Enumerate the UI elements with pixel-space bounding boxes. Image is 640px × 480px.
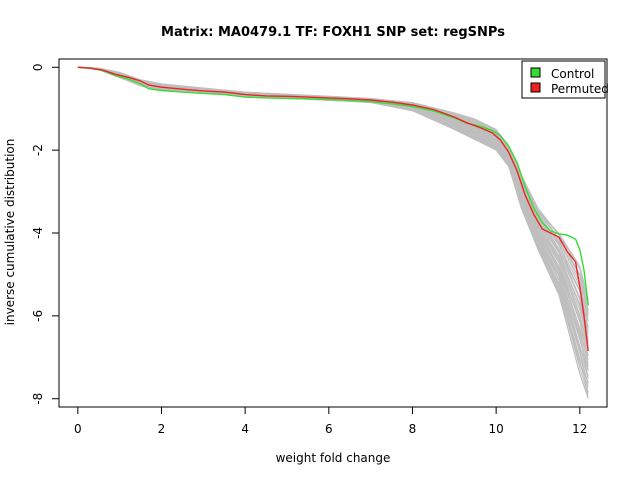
y-tick-label: -8 [31, 393, 45, 405]
legend-swatch-control [530, 67, 541, 78]
permuted-replicate-line [77, 66, 589, 305]
axes: 0 2 4 6 8 10 12 0 -2 -4 -6 -8 [31, 63, 587, 436]
permuted-replicate-line [77, 66, 589, 339]
permuted-replicate-line [77, 66, 589, 342]
permuted-replicate-line [77, 66, 589, 388]
x-tick-label: 4 [241, 422, 249, 436]
permuted-replicate-line [77, 66, 589, 357]
permuted-replicate-line [77, 66, 589, 399]
permuted-replicate-line [77, 66, 589, 385]
permuted-replicate-line [77, 66, 589, 343]
plot-frame [58, 58, 608, 408]
legend: Control Permuted [521, 60, 609, 99]
x-tick-label: 12 [572, 422, 587, 436]
permuted-replicate-line [77, 66, 589, 379]
series-line-permuted [77, 66, 589, 352]
permuted-replicate-line [77, 66, 589, 322]
y-tick-label: -4 [31, 227, 45, 239]
permuted-replicate-line [77, 66, 589, 328]
permuted-replicate-line [77, 66, 589, 377]
permuted-replicate-line [77, 66, 589, 395]
permuted-replicate-line [77, 66, 589, 367]
permuted-replicate-line [77, 66, 589, 317]
permuted-replicate-line [77, 66, 589, 364]
x-tick-label: 2 [158, 422, 166, 436]
series-line-control [77, 66, 589, 306]
permuted-replicate-line [77, 66, 589, 371]
y-tick-label: 0 [31, 63, 45, 71]
permuted-replicate-line [77, 66, 589, 360]
y-axis-label: inverse cumulative distribution [3, 139, 17, 326]
permuted-replicate-line [77, 66, 589, 320]
chart-title: Matrix: MA0479.1 TF: FOXH1 SNP set: regS… [161, 25, 505, 40]
legend-label-permuted: Permuted [551, 82, 609, 96]
permuted-replicate-line [77, 66, 589, 300]
permuted-replicate-line [77, 66, 589, 349]
permuted-replicate-line [77, 66, 589, 355]
permuted-replicate-line [77, 66, 589, 344]
x-tick-label: 10 [489, 422, 504, 436]
y-tick-label: -6 [31, 310, 45, 322]
x-tick-label: 6 [325, 422, 333, 436]
x-tick-label: 0 [74, 422, 82, 436]
permuted-replicate-line [77, 66, 589, 393]
permuted-replicate-line [77, 66, 589, 314]
permuted-replicate-line [77, 66, 589, 384]
permuted-replicate-line [77, 66, 589, 330]
permuted-replicate-line [77, 66, 589, 397]
legend-swatch-permuted [530, 82, 541, 93]
permuted-replicate-line [77, 66, 589, 383]
series-lines [77, 66, 589, 352]
permuted-replicate-line [77, 66, 589, 316]
permuted-replicate-line [77, 66, 589, 332]
y-tick-label: -2 [31, 144, 45, 156]
permuted-replicate-line [77, 66, 589, 351]
permuted-replicate-line [77, 66, 589, 302]
permuted-replicate-line [77, 66, 589, 311]
permuted-replicate-line [77, 66, 589, 335]
permuted-replicate-line [77, 66, 589, 306]
x-axis-label: weight fold change [276, 451, 391, 465]
permuted-replicate-line [77, 66, 589, 328]
permuted-replicate-line [77, 66, 589, 357]
permuted-replicate-line [77, 66, 589, 371]
x-tick-label: 8 [409, 422, 417, 436]
legend-label-control: Control [551, 67, 594, 81]
permuted-replicate-line [77, 66, 589, 370]
background-lines [77, 66, 589, 399]
